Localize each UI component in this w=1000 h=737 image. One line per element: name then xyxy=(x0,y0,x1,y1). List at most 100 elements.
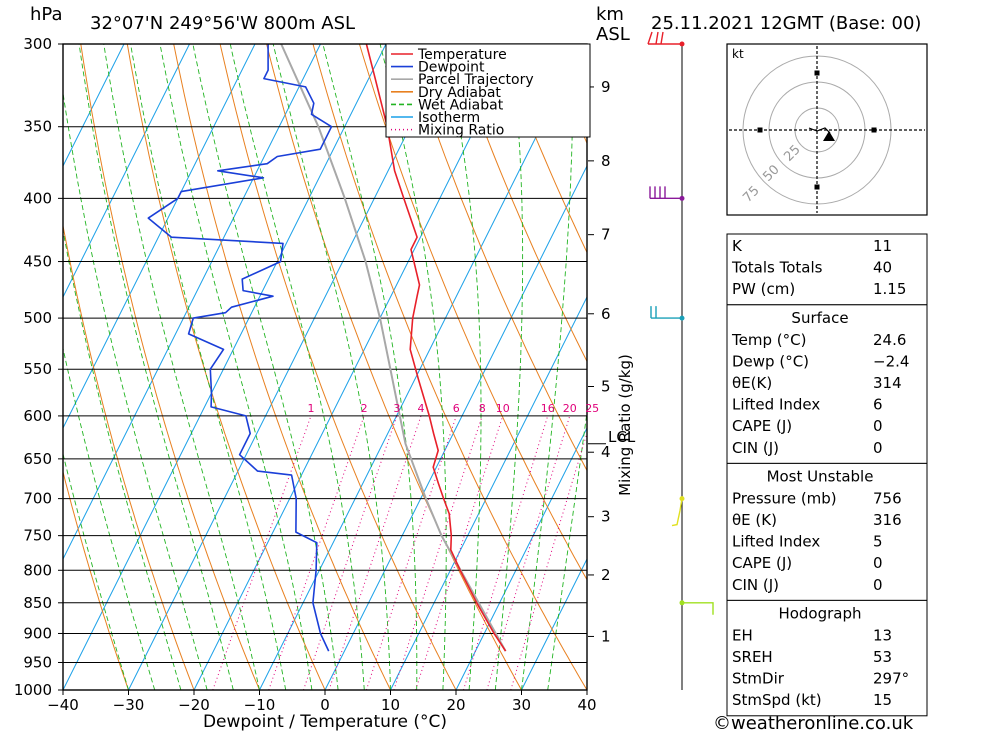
wet-adiabat-line xyxy=(0,44,128,690)
legend-item-label: Mixing Ratio xyxy=(418,123,504,139)
wet-adiabat-line xyxy=(131,44,286,690)
km-tick-label: 2 xyxy=(601,566,611,584)
index-label: EH xyxy=(732,626,753,644)
isotherm-line xyxy=(63,44,386,690)
index-label: CIN (J) xyxy=(732,439,779,457)
pressure-tick-label: 750 xyxy=(23,527,52,545)
dry-adiabat-line xyxy=(917,44,1000,690)
index-table-title: Surface xyxy=(791,309,848,327)
hodograph-marker xyxy=(815,185,820,190)
dry-adiabat-line xyxy=(963,44,1000,690)
km-tick-label: 9 xyxy=(601,78,611,96)
hpa-label: hPa xyxy=(30,4,62,25)
index-value: 314 xyxy=(873,374,902,392)
index-value: 6 xyxy=(873,396,883,414)
index-label: CAPE (J) xyxy=(732,417,792,435)
index-label: K xyxy=(732,237,743,255)
pressure-tick-label: 850 xyxy=(23,594,52,612)
asl-label: ASL xyxy=(596,24,630,45)
index-value: 24.6 xyxy=(873,331,906,349)
mixing-ratio-label: 10 xyxy=(496,402,510,415)
pressure-tick-label: 400 xyxy=(23,189,52,207)
mixing-ratio-label: 25 xyxy=(585,402,599,415)
index-value: −2.4 xyxy=(873,352,909,370)
isotherm-line xyxy=(325,44,648,690)
pressure-tick-label: 450 xyxy=(23,253,52,271)
isotherm-line xyxy=(260,44,583,690)
mixing-ratio-label: 3 xyxy=(393,402,400,415)
wind-barb xyxy=(682,603,713,615)
mixing-ratio-label: 6 xyxy=(453,402,460,415)
index-value: 756 xyxy=(873,489,902,507)
mixing-ratio-label: 20 xyxy=(563,402,577,415)
km-tick-label: 3 xyxy=(601,508,611,526)
km-tick-label: 7 xyxy=(601,226,611,244)
temperature-tick-label: 20 xyxy=(446,696,465,714)
index-value: 40 xyxy=(873,259,892,277)
index-value: 297° xyxy=(873,670,909,688)
km-tick-label: 6 xyxy=(601,305,611,323)
index-label: θE(K) xyxy=(732,374,772,392)
wet-adiabat-line xyxy=(495,44,522,690)
index-label: CAPE (J) xyxy=(732,554,792,572)
index-value: 0 xyxy=(873,417,883,435)
pressure-tick-label: 600 xyxy=(23,407,52,425)
isobars xyxy=(63,127,587,663)
pressure-tick-label: 650 xyxy=(23,450,52,468)
index-value: 316 xyxy=(873,511,902,529)
index-label: Pressure (mb) xyxy=(732,489,837,507)
pressure-axis: 3003504004505005506006507007508008509009… xyxy=(14,35,63,699)
temperature-tick-label: 30 xyxy=(512,696,531,714)
copyright: ©weatheronline.co.uk xyxy=(713,713,914,733)
pressure-tick-label: 950 xyxy=(23,653,52,671)
index-label: Temp (°C) xyxy=(731,331,806,349)
pressure-tick-label: 800 xyxy=(23,561,52,579)
index-label: Lifted Index xyxy=(732,396,820,414)
index-value: 5 xyxy=(873,533,883,551)
dry-adiabat-line xyxy=(34,44,194,690)
hodograph-marker xyxy=(872,128,877,133)
index-label: StmDir xyxy=(732,670,785,688)
wind-profile xyxy=(648,32,713,690)
temperature-tick-label: −30 xyxy=(113,696,145,714)
hodograph-marker xyxy=(815,71,820,76)
hodograph-marker xyxy=(758,128,763,133)
km-tick-label: 5 xyxy=(601,378,611,396)
pressure-tick-label: 900 xyxy=(23,624,52,642)
wet-adiabat-line xyxy=(104,44,260,690)
dry-adiabat-line xyxy=(313,44,587,690)
index-value: 0 xyxy=(873,554,883,572)
wet-adiabat-line xyxy=(79,44,233,690)
lcl-label: LCL xyxy=(608,428,636,446)
mixing-ratio-label: 2 xyxy=(361,402,368,415)
index-value: 0 xyxy=(873,439,883,457)
index-value: 11 xyxy=(873,237,892,255)
index-label: StmSpd (kt) xyxy=(732,691,822,709)
pressure-tick-label: 350 xyxy=(23,118,52,136)
isotherm-line xyxy=(0,44,124,690)
index-table-title: Most Unstable xyxy=(767,467,874,485)
index-label: θE (K) xyxy=(732,511,777,529)
wet-adiabat-line xyxy=(193,44,338,690)
index-value: 0 xyxy=(873,576,883,594)
wind-barb xyxy=(672,499,682,526)
date-title: 25.11.2021 12GMT (Base: 00) xyxy=(651,13,921,34)
temperature-tick-label: −40 xyxy=(47,696,79,714)
wet-adiabat-line xyxy=(56,44,207,690)
index-value: 1.15 xyxy=(873,280,906,298)
index-label: Dewp (°C) xyxy=(732,352,809,370)
pressure-tick-label: 300 xyxy=(23,35,52,53)
mixing-ratio-axis-label: Mixing Ratio (g/kg) xyxy=(616,354,634,496)
index-label: CIN (J) xyxy=(732,576,779,594)
index-value: 15 xyxy=(873,691,892,709)
index-table-title: Hodograph xyxy=(778,604,861,622)
index-value: 53 xyxy=(873,648,892,666)
mixing-ratio-label: 8 xyxy=(479,402,486,415)
wet-adiabat-line xyxy=(522,44,573,690)
index-value: 13 xyxy=(873,626,892,644)
